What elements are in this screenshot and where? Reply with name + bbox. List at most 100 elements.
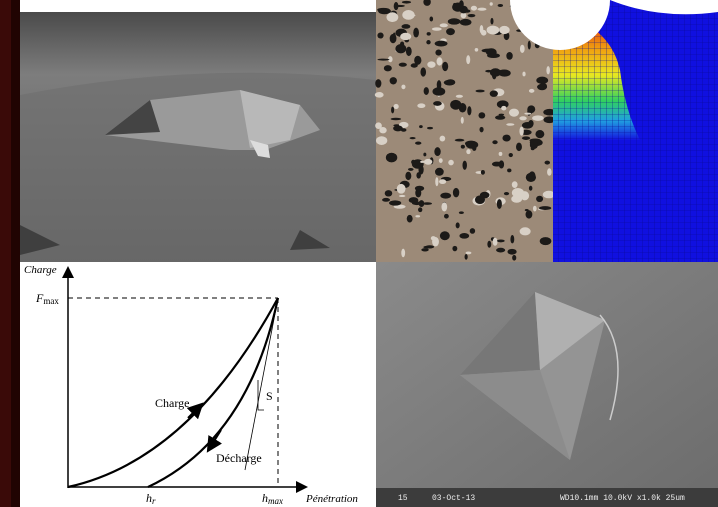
- pore: [450, 100, 461, 110]
- pore: [520, 227, 531, 235]
- pore: [453, 188, 459, 197]
- pore: [482, 49, 495, 53]
- pore: [520, 45, 525, 53]
- pore: [435, 177, 438, 186]
- pore: [490, 18, 493, 25]
- pore: [439, 179, 446, 184]
- pore: [529, 138, 540, 142]
- pore: [391, 107, 394, 114]
- loading-label: Charge: [155, 396, 189, 410]
- pore: [496, 248, 505, 253]
- pore: [537, 84, 547, 90]
- pore: [509, 153, 513, 157]
- pore: [514, 188, 517, 195]
- pore: [497, 199, 502, 209]
- sem-image-bottom-right: 15 03-Oct-13 WD10.1mm 10.0kV x1.0k 25um: [376, 262, 718, 507]
- pore: [512, 181, 518, 188]
- pore: [397, 184, 406, 194]
- pore: [400, 41, 404, 46]
- pore: [461, 117, 464, 124]
- pore: [479, 127, 483, 133]
- pore: [417, 103, 425, 108]
- pore: [477, 8, 486, 11]
- pore: [459, 211, 464, 214]
- pore: [437, 57, 443, 65]
- pore: [453, 3, 456, 8]
- pore: [440, 23, 448, 27]
- pore: [465, 254, 468, 260]
- pore: [519, 116, 526, 120]
- pore: [448, 18, 461, 24]
- pore: [490, 68, 501, 76]
- pore: [442, 62, 448, 71]
- pore: [535, 130, 544, 138]
- pore: [382, 198, 390, 202]
- pore: [408, 168, 414, 171]
- pore: [411, 63, 418, 67]
- pore: [522, 136, 530, 140]
- pore: [435, 168, 444, 176]
- pore: [510, 235, 514, 243]
- pore: [399, 63, 407, 67]
- pore: [499, 26, 510, 34]
- pore: [455, 139, 465, 142]
- pore: [389, 200, 401, 205]
- pore: [459, 233, 469, 239]
- pore: [434, 147, 440, 156]
- pore: [499, 114, 505, 116]
- subscript: r: [152, 496, 156, 506]
- pore: [468, 14, 476, 17]
- load-displacement-diagram: Charge Fmax Charge Décharge S hr hmax Pé…: [20, 262, 376, 507]
- sem-image-top-left: [20, 0, 376, 262]
- pore: [435, 41, 448, 47]
- pore: [424, 87, 429, 95]
- pore: [540, 237, 552, 245]
- pore: [459, 0, 464, 9]
- pore: [411, 160, 415, 164]
- pore: [394, 104, 399, 109]
- pore: [415, 142, 421, 145]
- pore: [385, 190, 393, 196]
- pore: [462, 161, 466, 170]
- margin: [20, 0, 376, 12]
- diagram-background: [20, 262, 376, 507]
- pore: [499, 152, 503, 156]
- pore: [536, 77, 548, 84]
- pore: [394, 2, 399, 10]
- pore: [497, 240, 505, 243]
- pore: [448, 160, 454, 166]
- pore: [391, 118, 402, 121]
- pore: [546, 66, 550, 74]
- pore: [536, 196, 543, 202]
- sem-label: WD10.1mm 10.0kV x1.0k 25um: [560, 494, 685, 503]
- pore: [519, 127, 523, 136]
- pore: [507, 169, 511, 173]
- pore: [418, 207, 422, 212]
- pore: [415, 215, 420, 217]
- pore: [439, 158, 443, 163]
- pore: [440, 231, 450, 240]
- pore: [487, 53, 500, 58]
- pore: [547, 168, 552, 175]
- pore: [421, 248, 428, 251]
- pore: [456, 95, 463, 98]
- pore: [427, 32, 431, 35]
- pore: [423, 153, 426, 157]
- pore: [426, 40, 430, 44]
- pore: [528, 41, 531, 50]
- pore: [377, 33, 383, 39]
- pore: [522, 122, 533, 129]
- pore: [466, 141, 478, 149]
- pore: [377, 59, 389, 61]
- pore: [375, 122, 382, 129]
- pore: [420, 67, 426, 76]
- pore: [466, 55, 470, 64]
- pore: [507, 249, 516, 255]
- pore: [440, 193, 451, 199]
- pore: [420, 161, 424, 163]
- pore: [427, 127, 433, 130]
- pore: [461, 145, 465, 149]
- pore: [415, 186, 424, 191]
- pore: [470, 228, 475, 234]
- pore: [418, 165, 423, 175]
